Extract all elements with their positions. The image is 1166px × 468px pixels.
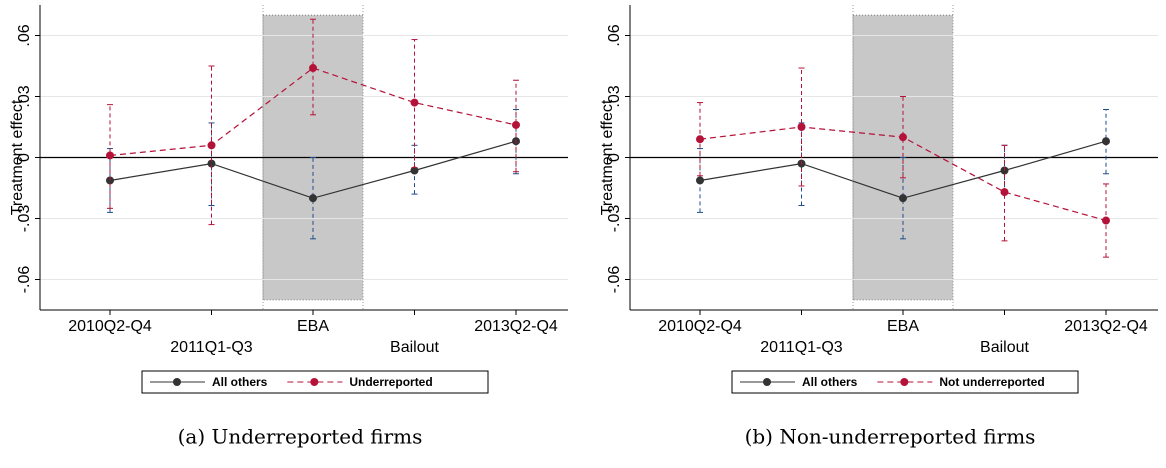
x-tick-label: 2013Q2-Q4	[474, 318, 558, 335]
x-tick-label: EBA	[887, 318, 919, 335]
y-tick-label: 0	[606, 153, 623, 162]
y-tick-label: .06	[16, 24, 33, 46]
point	[207, 141, 216, 150]
point	[1102, 216, 1110, 225]
caption: (b) Non-underreported firms	[745, 425, 1036, 449]
y-tick-label: .03	[606, 85, 623, 107]
point	[899, 133, 907, 142]
point	[309, 194, 317, 203]
point	[696, 135, 704, 144]
y-tick-label: 0	[16, 153, 33, 162]
chart-panel: -.06 -.03 0 .03 .06 Treatment effect 2010Q2-Q4…	[599, 5, 1158, 449]
point	[309, 64, 317, 73]
point	[1102, 137, 1110, 146]
legend-marker	[763, 378, 771, 386]
legend-label: Not underreported	[939, 375, 1044, 389]
legend-marker	[173, 378, 181, 386]
point	[797, 123, 806, 131]
y-tick-label: -.03	[16, 205, 33, 233]
x-tick-label: 2010Q2-Q4	[658, 318, 742, 335]
point	[207, 159, 216, 168]
legend-marker	[900, 378, 909, 386]
x-tick-label: 2011Q1-Q3	[760, 339, 843, 356]
x-tick-label: 2011Q1-Q3	[170, 339, 253, 356]
point	[512, 120, 520, 129]
y-tick-label: .06	[606, 24, 623, 46]
y-tick-label: -.06	[606, 266, 623, 294]
y-tick-label: .03	[16, 85, 33, 107]
series-line	[109, 67, 517, 157]
point	[696, 176, 704, 185]
x-tick-label: Bailout	[390, 339, 439, 356]
point	[410, 98, 419, 107]
y-axis-label: Treatment effect	[599, 99, 616, 215]
point	[899, 194, 907, 203]
x-tick-label: Bailout	[980, 339, 1029, 356]
legend-label: All others	[802, 375, 858, 389]
caption: (a) Underreported firms	[178, 425, 423, 449]
y-axis-label: Treatment effect	[9, 99, 26, 215]
point	[106, 176, 114, 185]
legend-label: Underreported	[349, 375, 432, 389]
x-tick-label: 2010Q2-Q4	[68, 318, 152, 335]
x-tick-label: EBA	[297, 318, 329, 335]
x-tick-label: 2013Q2-Q4	[1064, 318, 1148, 335]
y-tick-label: -.03	[606, 205, 623, 233]
point	[410, 166, 419, 175]
chart-panel: -.06 -.03 0 .03 .06 Treatment effect 2010Q2-Q4…	[9, 5, 568, 449]
y-tick-label: -.06	[16, 266, 33, 294]
point	[1000, 188, 1009, 197]
legend-label: All others	[212, 375, 268, 389]
point	[106, 151, 114, 160]
legend-marker	[310, 378, 319, 386]
